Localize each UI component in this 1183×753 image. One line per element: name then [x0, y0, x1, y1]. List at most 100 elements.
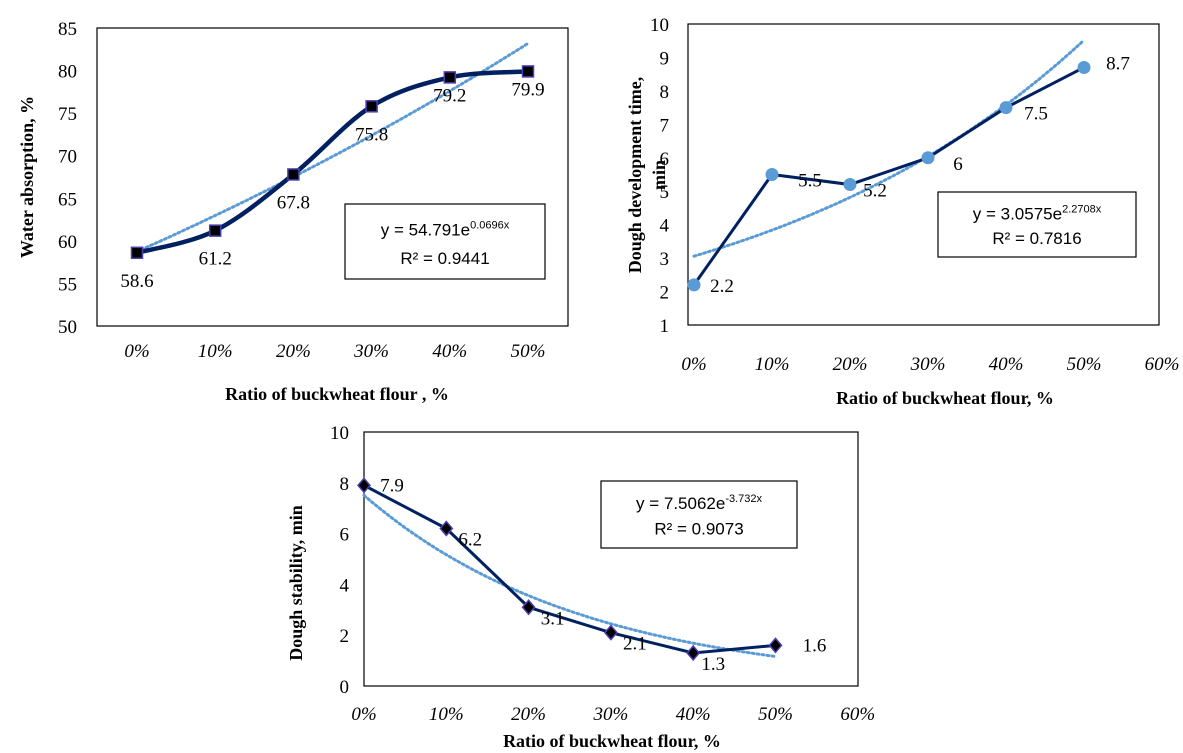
- y-tick-label: 4: [340, 575, 350, 596]
- data-point: [439, 520, 454, 537]
- equation-frame: [344, 203, 546, 280]
- data-label: 6.2: [458, 530, 482, 551]
- chart-3: 0 2 4 6 8 10 0% 10% 20% 30% 40% 50% 60% Ratio of buck…: [286, 423, 875, 751]
- data-label: 79.2: [433, 85, 466, 106]
- data-label: 3.1: [541, 608, 565, 629]
- equation-frame: [937, 191, 1137, 258]
- y-tick-label: 55: [58, 274, 77, 295]
- data-label: 8.7: [1106, 53, 1130, 74]
- data-point: [768, 637, 783, 654]
- equation-box: y = 7.5062e-3.732x R² = 0.9073: [600, 480, 798, 549]
- equation-exponent: -3.732x: [725, 493, 762, 505]
- y-tick-label: 7: [660, 115, 670, 136]
- chart-1: 50 55 60 65 70 75 80 85 0% 10% 20% 30% 40% 50% Ratio o…: [17, 19, 569, 404]
- x-tick-label: 10%: [198, 341, 233, 362]
- y-tick-label: 1: [660, 316, 670, 337]
- data-label: 5.5: [798, 171, 822, 192]
- x-tick-label: 0%: [124, 341, 149, 362]
- x-tick-label: 20%: [511, 704, 546, 725]
- y-tick-label: 80: [58, 62, 77, 83]
- data-point: [765, 168, 779, 181]
- r-squared: R² = 0.9073: [654, 520, 743, 539]
- equation-base: y = 3.0575e: [973, 204, 1062, 223]
- plot-frame: [96, 27, 569, 327]
- y-axis-title: Dough development time,: [625, 77, 645, 274]
- data-point: [1077, 60, 1091, 74]
- data-label: 58.6: [120, 271, 153, 292]
- x-tick-label: 50%: [758, 704, 793, 725]
- plot-frame: [687, 23, 1160, 326]
- x-axis-title: Ratio of buckwheat flour, %: [836, 388, 1054, 408]
- equation-base: y = 54.791e: [381, 221, 470, 240]
- trendline: [362, 493, 777, 658]
- data-label: 2.2: [710, 276, 734, 297]
- y-tick-label: 6: [660, 149, 670, 170]
- data-label: 61.2: [199, 249, 232, 270]
- equation-frame: [600, 480, 798, 549]
- x-tick-label: 30%: [353, 341, 389, 362]
- x-tick-label: 60%: [840, 704, 875, 725]
- y-axis-title: min: [649, 160, 669, 190]
- equation-box: y = 54.791e0.0696x R² = 0.9441: [344, 203, 546, 280]
- data-point: [921, 151, 935, 165]
- chart-2: 1 2 3 4 5 6 7 8 9 10 0% 10% 20% 30% 40% 50% 60% Ratio of …: [625, 15, 1179, 408]
- x-tick-label: 0%: [351, 704, 376, 725]
- x-tick-label: 40%: [676, 704, 711, 725]
- data-point: [365, 100, 378, 113]
- y-tick-label: 2: [660, 283, 670, 304]
- y-tick-label: 8: [340, 474, 350, 495]
- y-tick-label: 75: [58, 104, 77, 125]
- data-point: [521, 599, 536, 616]
- x-tick-label: 40%: [989, 354, 1024, 375]
- plot-frame: [363, 431, 859, 687]
- data-label: 67.8: [277, 192, 310, 213]
- y-tick-label: 65: [58, 189, 77, 210]
- y-tick-label: 70: [58, 147, 77, 168]
- equation-exponent: 2.2708x: [1062, 203, 1102, 215]
- r-squared: R² = 0.7816: [992, 229, 1081, 248]
- y-tick-label: 6: [340, 525, 350, 546]
- data-label: 75.8: [355, 124, 388, 145]
- x-tick-label: 10%: [429, 704, 464, 725]
- trendline-equation: y = 3.0575e2.2708x: [973, 203, 1102, 223]
- x-axis-title: Ratio of buckwheat flour , %: [225, 384, 449, 404]
- trendline: [692, 38, 1086, 258]
- y-tick-label: 60: [58, 232, 77, 253]
- equation-exponent: 0.0696x: [470, 220, 510, 232]
- trendline-equation: y = 7.5062e-3.732x: [636, 493, 763, 513]
- data-point: [999, 101, 1013, 115]
- x-tick-label: 40%: [432, 341, 467, 362]
- data-point: [443, 71, 457, 84]
- r-squared: R² = 0.9441: [400, 249, 489, 268]
- data-point: [287, 168, 300, 181]
- data-point: [843, 178, 857, 192]
- data-label: 79.9: [511, 79, 544, 100]
- data-label: 5.2: [863, 181, 887, 202]
- data-point: [521, 65, 535, 78]
- y-tick-label: 9: [660, 48, 670, 69]
- y-tick-label: 5: [660, 182, 670, 203]
- x-axis-title: Ratio of buckwheat flour, %: [503, 731, 721, 751]
- data-label: 6: [953, 154, 963, 175]
- y-tick-label: 8: [660, 82, 670, 103]
- data-label: 2.1: [623, 634, 647, 655]
- data-point: [686, 644, 701, 662]
- y-tick-label: 2: [340, 626, 350, 647]
- data-point: [687, 278, 701, 292]
- data-label: 1.3: [701, 654, 725, 675]
- x-tick-label: 50%: [511, 341, 546, 362]
- x-tick-label: 10%: [755, 354, 790, 375]
- y-tick-label: 4: [660, 216, 670, 237]
- y-tick-label: 10: [650, 15, 669, 36]
- data-point: [357, 477, 371, 494]
- x-tick-label: 60%: [1145, 354, 1180, 375]
- y-tick-label: 3: [660, 249, 670, 270]
- x-tick-label: 30%: [910, 354, 946, 375]
- data-point: [603, 624, 618, 641]
- x-tick-label: 50%: [1067, 354, 1102, 375]
- y-tick-label: 10: [330, 423, 349, 444]
- y-tick-label: 0: [340, 677, 350, 698]
- y-tick-label: 85: [58, 19, 77, 40]
- series-line: [363, 484, 776, 655]
